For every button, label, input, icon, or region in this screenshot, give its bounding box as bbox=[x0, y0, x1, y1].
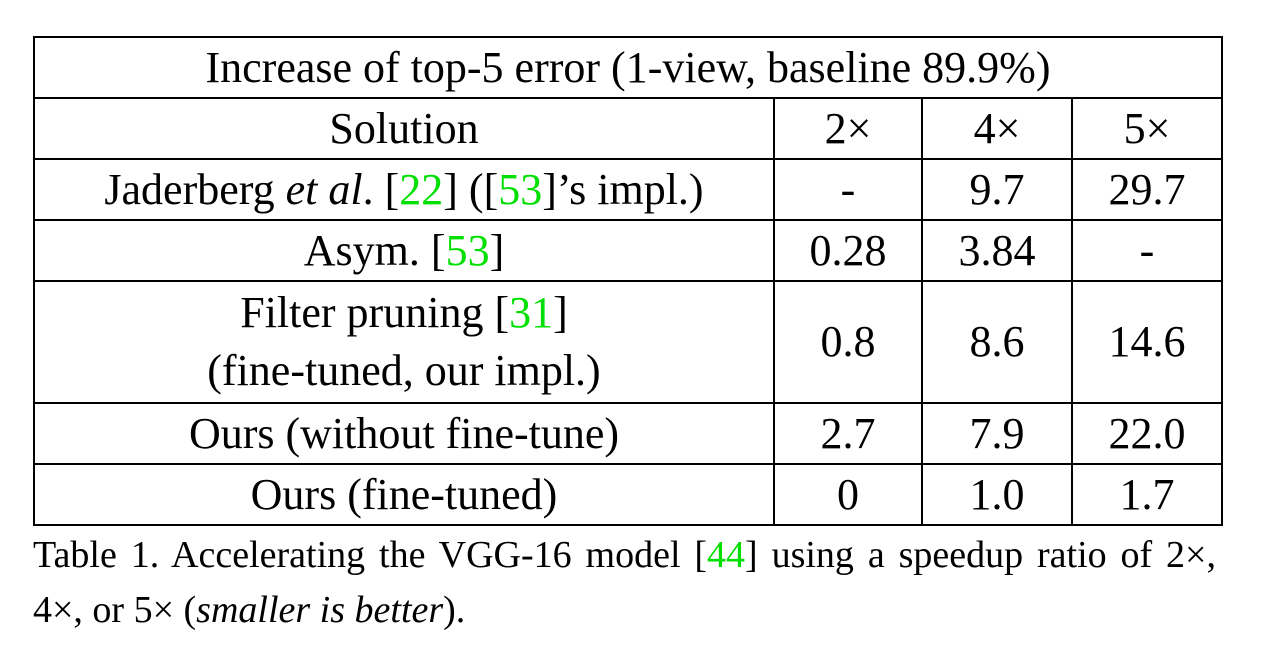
header-cell: Solution bbox=[33, 97, 775, 160]
citation: 31 bbox=[509, 288, 554, 337]
text: Jaderberg bbox=[104, 164, 286, 214]
row: Ours (without fine-tune) 2.7 7.9 22.0 bbox=[33, 402, 1223, 465]
value-cell: 22.0 bbox=[1071, 402, 1223, 465]
text: ] bbox=[489, 225, 505, 275]
header-row: Solution 2× 4× 5× bbox=[33, 97, 1223, 160]
header-cell: 5× bbox=[1071, 97, 1223, 160]
text: Filter pruning [ bbox=[240, 288, 510, 337]
value-cell: 0 bbox=[773, 463, 923, 526]
solution-cell: Ours (without fine-tune) bbox=[33, 402, 775, 465]
table-title: Increase of top-5 error (1-view, baselin… bbox=[33, 36, 1223, 99]
value-cell: 8.6 bbox=[921, 280, 1073, 404]
value-cell: 0.28 bbox=[773, 219, 923, 282]
solution-cell: Asym. [53] bbox=[33, 219, 775, 282]
row: Ours (fine-tuned) 0 1.0 1.7 bbox=[33, 463, 1223, 526]
solution-cell: Jaderberg et al. [22] ([53]’s impl.) bbox=[33, 158, 775, 221]
value-cell: 0.8 bbox=[773, 280, 923, 404]
row: Jaderberg et al. [22] ([53]’s impl.) - 9… bbox=[33, 158, 1223, 221]
caption: Table 1. Accelerating the VGG-16 model [… bbox=[33, 528, 1216, 638]
text: ]’s impl.) bbox=[542, 164, 704, 214]
value-cell: 29.7 bbox=[1071, 158, 1223, 221]
text: ). bbox=[443, 589, 466, 631]
solution-cell: Filter pruning [31] (fine-tuned, our impl… bbox=[33, 280, 775, 404]
results-table: Increase of top-5 error (1-view, baselin… bbox=[33, 36, 1223, 526]
text: . [ bbox=[362, 164, 400, 214]
solution-cell: Ours (fine-tuned) bbox=[33, 463, 775, 526]
text: ] ([ bbox=[443, 164, 499, 214]
citation: 53 bbox=[498, 164, 543, 214]
text: Asym. [ bbox=[303, 225, 446, 275]
row: Asym. [53] 0.28 3.84 - bbox=[33, 219, 1223, 282]
citation: 44 bbox=[707, 534, 746, 576]
value-cell: - bbox=[1071, 219, 1223, 282]
citation: 53 bbox=[445, 225, 490, 275]
header-cell: 4× bbox=[921, 97, 1073, 160]
text: ] using a speedup ratio of 2×, 4×, or 5×… bbox=[33, 534, 1216, 631]
text: et al bbox=[285, 164, 363, 214]
header-cell: 2× bbox=[773, 97, 923, 160]
value-cell: - bbox=[773, 158, 923, 221]
value-cell: 1.7 bbox=[1071, 463, 1223, 526]
value-cell: 2.7 bbox=[773, 402, 923, 465]
value-cell: 14.6 bbox=[1071, 280, 1223, 404]
value-cell: 1.0 bbox=[921, 463, 1073, 526]
text: smaller is better bbox=[196, 589, 444, 631]
value-cell: 9.7 bbox=[921, 158, 1073, 221]
title-row: Increase of top-5 error (1-view, baselin… bbox=[33, 36, 1223, 99]
value-cell: 3.84 bbox=[921, 219, 1073, 282]
citation: 22 bbox=[399, 164, 444, 214]
row: Filter pruning [31] (fine-tuned, our impl… bbox=[33, 280, 1223, 404]
text: Table 1. Accelerating the VGG-16 model [ bbox=[33, 534, 708, 576]
value-cell: 7.9 bbox=[921, 402, 1073, 465]
text: (fine-tuned, our impl.) bbox=[207, 346, 601, 395]
text: ] bbox=[553, 288, 568, 337]
